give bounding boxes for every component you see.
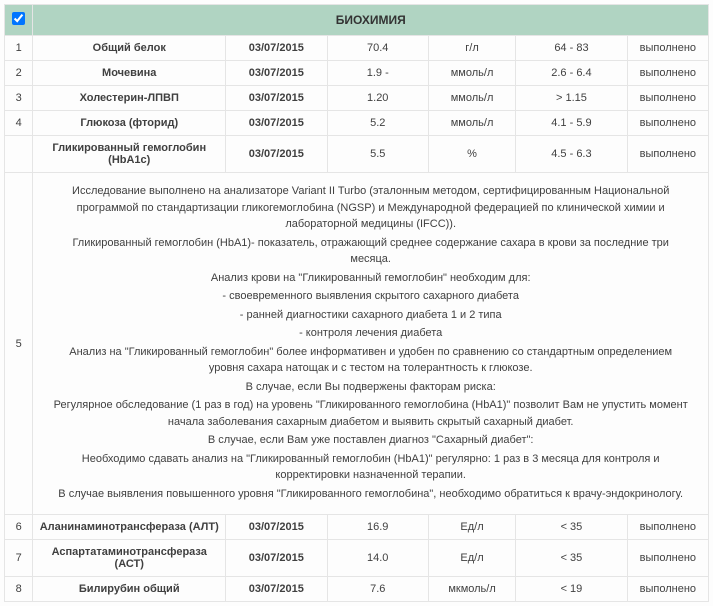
row-number: 8 [5,577,33,602]
test-value: 70.4 [327,36,428,61]
section-title: БИОХИМИЯ [33,5,709,36]
test-status: выполнено [627,86,708,111]
test-reference: 2.6 - 6.4 [516,61,628,86]
test-name: Холестерин-ЛПВП [33,86,226,111]
test-unit: г/л [428,36,515,61]
description-row: 5 Исследование выполнено на анализаторе … [5,173,709,515]
description-paragraph: Гликированный гемоглобин (HbA1)- показат… [51,235,690,268]
description-paragraph: - контроля лечения диабета [51,325,690,342]
test-value: 5.2 [327,111,428,136]
row-number: 2 [5,61,33,86]
test-value: 5.5 [327,136,428,173]
test-reference: < 19 [516,577,628,602]
test-date: 03/07/2015 [226,577,327,602]
table-row: 6Аланинаминотрансфераза (АЛТ)03/07/20151… [5,515,709,540]
description-cell: Исследование выполнено на анализаторе Va… [33,173,709,515]
test-name: Глюкоза (фторид) [33,111,226,136]
test-unit: Ед/л [428,540,515,577]
test-date: 03/07/2015 [226,136,327,173]
test-name: Общий белок [33,36,226,61]
test-status: выполнено [627,577,708,602]
table-row: 8Билирубин общий03/07/20157.6мкмоль/л< 1… [5,577,709,602]
row-number: 4 [5,111,33,136]
row-number: 7 [5,540,33,577]
header-checkbox[interactable] [12,12,25,25]
test-date: 03/07/2015 [226,36,327,61]
test-status: выполнено [627,36,708,61]
test-unit: ммоль/л [428,61,515,86]
test-date: 03/07/2015 [226,111,327,136]
test-reference: 4.5 - 6.3 [516,136,628,173]
description-paragraph: В случае, если Вам уже поставлен диагноз… [51,432,690,449]
test-unit: мкмоль/л [428,577,515,602]
test-reference: < 35 [516,515,628,540]
test-reference: < 35 [516,540,628,577]
description-paragraph: Анализ на "Гликированный гемоглобин" бол… [51,344,690,377]
description-paragraph: - своевременного выявления скрытого саха… [51,288,690,305]
table-row: 2Мочевина03/07/20151.9 -ммоль/л2.6 - 6.4… [5,61,709,86]
test-unit: % [428,136,515,173]
test-value: 1.9 - [327,61,428,86]
test-status: выполнено [627,61,708,86]
test-date: 03/07/2015 [226,61,327,86]
description-paragraph: В случае выявления повышенного уровня "Г… [51,486,690,503]
biochemistry-table: БИОХИМИЯ 1Общий белок03/07/201570.4г/л64… [4,4,709,602]
test-name: Аланинаминотрансфераза (АЛТ) [33,515,226,540]
test-name: Аспартатаминотрансфераза (АСТ) [33,540,226,577]
test-reference: > 1.15 [516,86,628,111]
test-reference: 4.1 - 5.9 [516,111,628,136]
test-value: 7.6 [327,577,428,602]
test-unit: Ед/л [428,515,515,540]
description-paragraph: Необходимо сдавать анализ на "Гликирован… [51,451,690,484]
description-paragraph: Регулярное обследование (1 раз в год) на… [51,397,690,430]
header-checkbox-cell [5,5,33,36]
test-name: Мочевина [33,61,226,86]
test-status: выполнено [627,136,708,173]
section-header-row: БИОХИМИЯ [5,5,709,36]
test-date: 03/07/2015 [226,515,327,540]
description-paragraph: Анализ крови на "Гликированный гемоглоби… [51,270,690,287]
test-date: 03/07/2015 [226,86,327,111]
test-value: 1.20 [327,86,428,111]
test-reference: 64 - 83 [516,36,628,61]
table-row: 3Холестерин-ЛПВП03/07/20151.20ммоль/л> 1… [5,86,709,111]
test-value: 16.9 [327,515,428,540]
test-unit: ммоль/л [428,111,515,136]
table-row: 1Общий белок03/07/201570.4г/л64 - 83выпо… [5,36,709,61]
row-number [5,136,33,173]
test-unit: ммоль/л [428,86,515,111]
test-status: выполнено [627,540,708,577]
test-name: Билирубин общий [33,577,226,602]
test-date: 03/07/2015 [226,540,327,577]
test-value: 14.0 [327,540,428,577]
table-row: 4Глюкоза (фторид)03/07/20155.2ммоль/л4.1… [5,111,709,136]
test-status: выполнено [627,111,708,136]
description-paragraph: Исследование выполнено на анализаторе Va… [51,183,690,233]
table-row: Гликированный гемоглобин (HbA1c)03/07/20… [5,136,709,173]
row-number: 5 [5,173,33,515]
row-number: 3 [5,86,33,111]
table-row: 7Аспартатаминотрансфераза (АСТ)03/07/201… [5,540,709,577]
row-number: 6 [5,515,33,540]
description-paragraph: - ранней диагностики сахарного диабета 1… [51,307,690,324]
description-paragraph: В случае, если Вы подвержены факторам ри… [51,379,690,396]
row-number: 1 [5,36,33,61]
test-status: выполнено [627,515,708,540]
test-name: Гликированный гемоглобин (HbA1c) [33,136,226,173]
